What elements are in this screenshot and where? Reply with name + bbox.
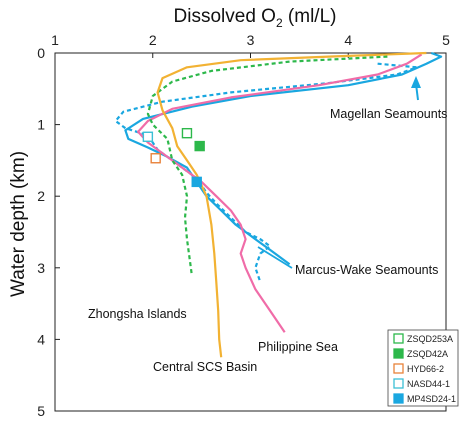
legend-swatch <box>393 363 404 374</box>
legend-label: NASD44-1 <box>407 379 450 389</box>
series-line-zhongsha-islands <box>146 55 388 276</box>
marker-layer <box>142 127 205 188</box>
x-axis-title-main: Dissolved O <box>174 6 276 27</box>
legend-swatch <box>393 378 404 389</box>
series-line-philippine-sea <box>137 53 423 333</box>
series-line-central-scs-basin <box>156 51 427 358</box>
annotation-magellan: Magellan Seamounts <box>330 107 447 121</box>
x-axis-title: Dissolved O2 (ml/L) <box>174 6 337 30</box>
series-line-marcus-wake-seamounts <box>114 62 418 283</box>
legend-items: ZSQD253A ZSQD42A HYD66-2 NASD44-1 MP4SD24-1 <box>393 333 456 404</box>
legend-label: HYD66-2 <box>407 364 444 374</box>
x-axis-title-subscript: 2 <box>276 16 283 30</box>
series-layer <box>114 51 443 358</box>
y-tick-label: 2 <box>37 188 45 204</box>
x-tick-label: 3 <box>247 32 255 48</box>
y-tick-label: 3 <box>37 260 45 276</box>
annotation-philippine: Philippine Sea <box>258 340 338 354</box>
x-tick-label: 2 <box>149 32 157 48</box>
legend-swatch <box>393 393 404 404</box>
legend-label: ZSQD42A <box>407 349 448 359</box>
x-tick-label: 4 <box>344 32 352 48</box>
marker-zsqd42a <box>194 140 205 152</box>
series-line-magellan-seamounts <box>124 51 443 266</box>
legend-label: ZSQD253A <box>407 334 453 344</box>
magellan-pointer <box>411 76 421 101</box>
legend-label: MP4SD24-1 <box>407 394 456 404</box>
y-tick-label: 1 <box>37 117 45 133</box>
y-tick-label: 4 <box>37 331 45 347</box>
x-axis-title-unit: (ml/L) <box>283 6 337 27</box>
marker-nasd44-1 <box>142 131 154 142</box>
legend-swatch <box>393 333 404 344</box>
marcus-wake-connector <box>257 246 293 269</box>
x-tick-label: 1 <box>51 32 59 48</box>
annotation-marcus-wake: Marcus-Wake Seamounts <box>295 263 438 277</box>
marker-zsqd253a <box>181 127 193 139</box>
marker-hyd66-2 <box>150 153 161 164</box>
y-tick-label: 5 <box>37 403 45 419</box>
y-axis-title: Water depth (km) <box>8 151 29 297</box>
y-tick-label: 0 <box>37 45 45 61</box>
marker-mp4sd24-1 <box>191 176 202 188</box>
annotation-central-scs: Central SCS Basin <box>153 360 257 374</box>
legend-swatch <box>393 348 404 359</box>
x-tick-label: 5 <box>442 32 450 48</box>
legend: ZSQD253A ZSQD42A HYD66-2 NASD44-1 MP4SD24-1 <box>387 329 459 407</box>
annotation-zhongsha: Zhongsha Islands <box>88 307 187 321</box>
